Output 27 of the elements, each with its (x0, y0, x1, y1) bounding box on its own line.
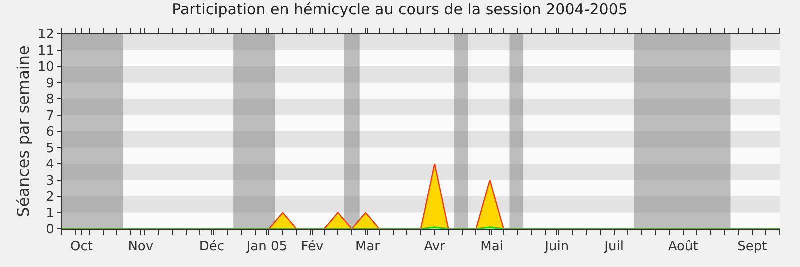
x-tick-label: Mar (355, 240, 381, 255)
x-tick-label: Mai (480, 240, 504, 255)
x-tick-label: Sept (738, 240, 768, 255)
y-tick-label: 3 (46, 174, 54, 189)
y-tick-label: 2 (46, 190, 54, 206)
x-tick-label: Juin (544, 240, 570, 255)
x-tick-label: Juil (604, 240, 624, 255)
x-tick-label: Août (668, 240, 698, 255)
y-tick-label: 11 (38, 44, 54, 59)
y-axis-title: Séances par semaine (14, 46, 33, 218)
x-tick-label: Jan 05 (246, 240, 288, 255)
y-tick-label: 1 (46, 206, 54, 222)
y-tick-label: 0 (46, 222, 54, 238)
x-tick-label: Fév (301, 240, 324, 255)
y-tick-label: 8 (46, 92, 54, 108)
chart-title: Participation en hémicycle au cours de la session 2004-2005 (172, 0, 628, 19)
y-tick-label: 9 (46, 76, 54, 92)
y-tick-label: 10 (38, 60, 54, 76)
y-tick-label: 6 (46, 125, 54, 140)
y-tick-label: 4 (46, 158, 54, 173)
x-tick-label: Avr (424, 240, 446, 255)
y-tick-label: 5 (46, 141, 54, 156)
x-tick-label: Oct (70, 240, 93, 255)
y-tick-label: 12 (38, 28, 54, 43)
x-tick-label: Nov (128, 240, 154, 255)
y-tick-label: 7 (46, 108, 54, 124)
x-tick-label: Déc (199, 240, 224, 255)
